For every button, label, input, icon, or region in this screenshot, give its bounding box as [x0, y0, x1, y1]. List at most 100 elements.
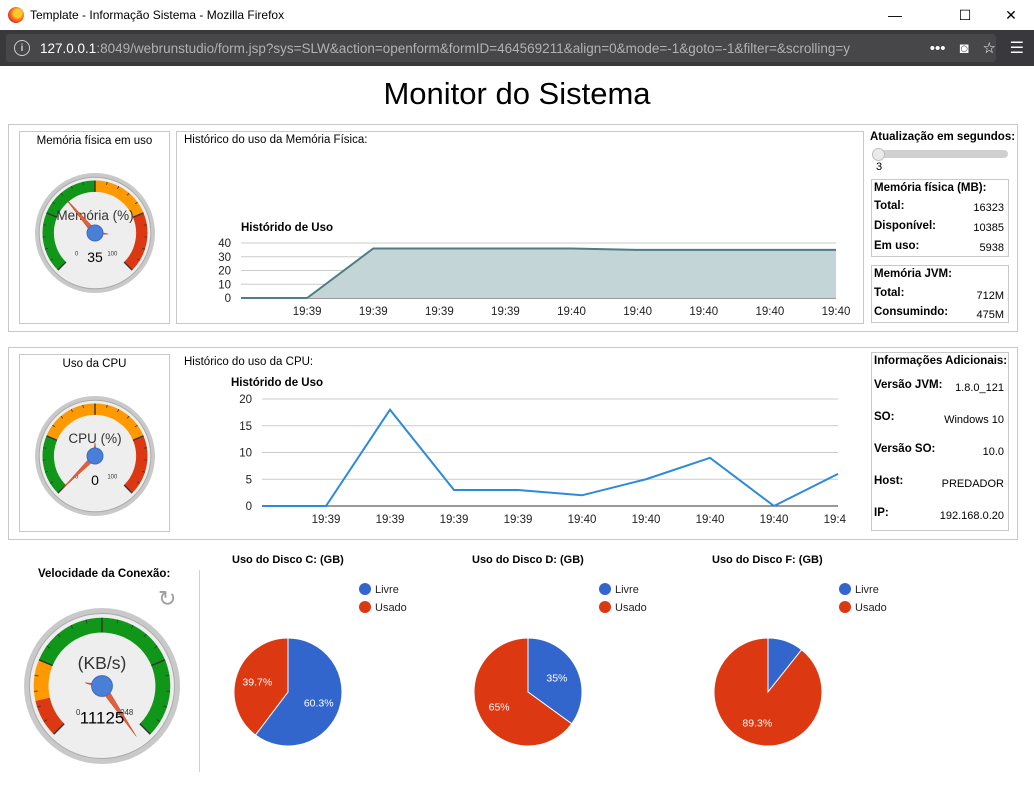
nav-toolbar: i 127.0.0.1:8049/webrunstudio/form.jsp?s…: [0, 30, 1034, 66]
physical-memory-box: Memória física (MB): Total: 16323 Dispon…: [871, 179, 1009, 257]
additional-info-title: Informações Adicionais:: [874, 355, 1008, 367]
memory-gauge: Memória (%) 0 100 35: [35, 173, 155, 293]
url-text[interactable]: 127.0.0.1:8049/webrunstudio/form.jsp?sys…: [40, 41, 850, 56]
gauge-major-tick: [123, 484, 133, 494]
gauge-minor-tick: [156, 719, 161, 723]
x-tick-label: 19:39: [312, 514, 341, 526]
x-tick-label: 19:40: [632, 514, 661, 526]
gauge-minor-tick: [60, 192, 64, 196]
ip-value: 192.168.0.20: [939, 510, 1004, 522]
hamburger-menu-icon[interactable]: ☰: [1009, 40, 1024, 57]
gauge-minor-tick: [50, 481, 54, 484]
url-bar[interactable]: i 127.0.0.1:8049/webrunstudio/form.jsp?s…: [6, 34, 996, 62]
legend-swatch: [359, 601, 371, 613]
gauge-minor-tick: [134, 424, 138, 428]
gauge-major-tick: [123, 261, 133, 271]
gauge-minor-tick: [85, 619, 88, 624]
firefox-logo-icon: [8, 7, 24, 23]
gauge-minor-tick: [141, 247, 146, 250]
x-tick-label: 19:40: [689, 306, 718, 318]
gauge-minor-tick: [52, 424, 56, 428]
x-tick-label: 19:39: [440, 514, 469, 526]
cpu-history-chart: Histórido de Uso 0 5 10 15 20 19:39 19:39 19:39 1…: [231, 377, 846, 526]
gauge-minor-tick: [136, 481, 140, 484]
maximize-button[interactable]: ☐: [958, 6, 972, 23]
url-path: :8049/webrunstudio/form.jsp?sys=SLW&acti…: [96, 40, 850, 56]
gauge-value: 11125: [80, 708, 124, 727]
os-version-value: 10.0: [982, 446, 1004, 458]
physical-memory-used-value: 5938: [979, 242, 1004, 254]
refresh-title: Atualização em segundos:: [870, 131, 1016, 143]
pie-slice-usado: [233, 637, 289, 736]
refresh-slider-track[interactable]: [874, 150, 1008, 158]
gauge-minor-tick: [70, 186, 73, 190]
x-tick-label: 19:40: [696, 514, 725, 526]
page-title: Monitor do Sistema: [383, 76, 651, 111]
minimize-button[interactable]: —: [888, 7, 902, 23]
pie-slice-label: 39.7%: [242, 677, 272, 689]
gauge-major-tick: [46, 435, 58, 441]
jvm-memory-box: Memória JVM: Total: 712M Consumindo: 475…: [871, 265, 1009, 323]
os-value: Windows 10: [944, 414, 1004, 426]
gauge-minor-tick: [117, 409, 120, 413]
y-tick-label: 5: [246, 474, 252, 486]
bookmark-star-icon[interactable]: ☆: [982, 40, 996, 57]
y-tick-label: 30: [218, 252, 231, 264]
legend-swatch: [839, 583, 851, 595]
os-label: SO:: [874, 411, 895, 423]
refresh-speed-icon[interactable]: ↻: [158, 586, 177, 611]
legend-label-livre: Livre: [615, 584, 639, 596]
chart-title: Histórido de Uso: [241, 222, 333, 234]
y-tick-label: 40: [218, 238, 231, 250]
jvm-version-value: 1.8.0_121: [955, 382, 1004, 394]
gauge-minor-tick: [36, 705, 41, 708]
x-tick-label: 19:40: [760, 514, 789, 526]
gauge-min-label: 0: [75, 251, 79, 257]
disk-pie-chart-1: Livre Usado 35% 65%: [473, 583, 647, 747]
pie-slice-usado: [713, 637, 823, 747]
gauge-minor-tick: [143, 633, 147, 638]
memory-gauge-label: Memória física em uso: [36, 135, 153, 147]
gauge-needle: [85, 682, 137, 737]
page-actions-icon[interactable]: •••: [929, 39, 946, 57]
physical-memory-title: Memória física (MB):: [874, 182, 987, 194]
host-value: PREDADOR: [941, 478, 1004, 490]
y-tick-label: 0: [225, 293, 231, 305]
chart-title: Histórido de Uso: [231, 377, 323, 389]
series-line: [241, 247, 836, 299]
gauge-major-tick: [139, 723, 151, 735]
disk-title-1: Uso do Disco D: (GB): [472, 554, 584, 566]
pocket-icon[interactable]: ◙: [959, 39, 969, 57]
gauge-minor-tick: [34, 674, 39, 677]
x-tick-label: 19:39: [359, 306, 388, 318]
gauge-minor-tick: [44, 247, 49, 250]
x-tick-label: 19:40: [824, 514, 846, 526]
gauge-major-tick: [151, 659, 166, 667]
gauge-hub: [91, 675, 113, 697]
y-tick-label: 15: [239, 421, 252, 433]
jvm-memory-total-label: Total:: [874, 287, 905, 299]
cpu-gauge-label: Uso da CPU: [62, 358, 127, 370]
pie-slice-label: 89.3%: [742, 718, 772, 730]
legend-swatch: [359, 583, 371, 595]
site-info-icon[interactable]: i: [14, 40, 30, 56]
gauge-minor-tick: [136, 258, 140, 261]
gauge-hub: [86, 447, 104, 465]
gauge-minor-tick: [116, 619, 119, 624]
refresh-slider-handle[interactable]: [872, 148, 885, 161]
gauge-major-tick: [132, 212, 144, 218]
pie-slice-usado: [473, 637, 573, 747]
physical-memory-total-value: 16323: [973, 202, 1004, 214]
pie-slice-livre: [254, 637, 343, 747]
close-button[interactable]: ✕: [1005, 6, 1017, 23]
gauge-minor-tick: [126, 192, 130, 196]
jvm-memory-total-value: 712M: [976, 290, 1004, 302]
cpu-gauge: CPU (%) 0 100 0: [35, 396, 155, 516]
physical-memory-total-label: Total:: [874, 200, 905, 212]
pie-slice-label: 60.3%: [304, 697, 334, 709]
disk-title-0: Uso do Disco C: (GB): [232, 554, 344, 566]
gauge-title: (KB/s): [78, 653, 127, 673]
legend-swatch: [839, 601, 851, 613]
memory-history-label: Histórico do uso da Memória Física:: [184, 134, 368, 146]
gauge-max-label: 2048: [116, 708, 133, 717]
